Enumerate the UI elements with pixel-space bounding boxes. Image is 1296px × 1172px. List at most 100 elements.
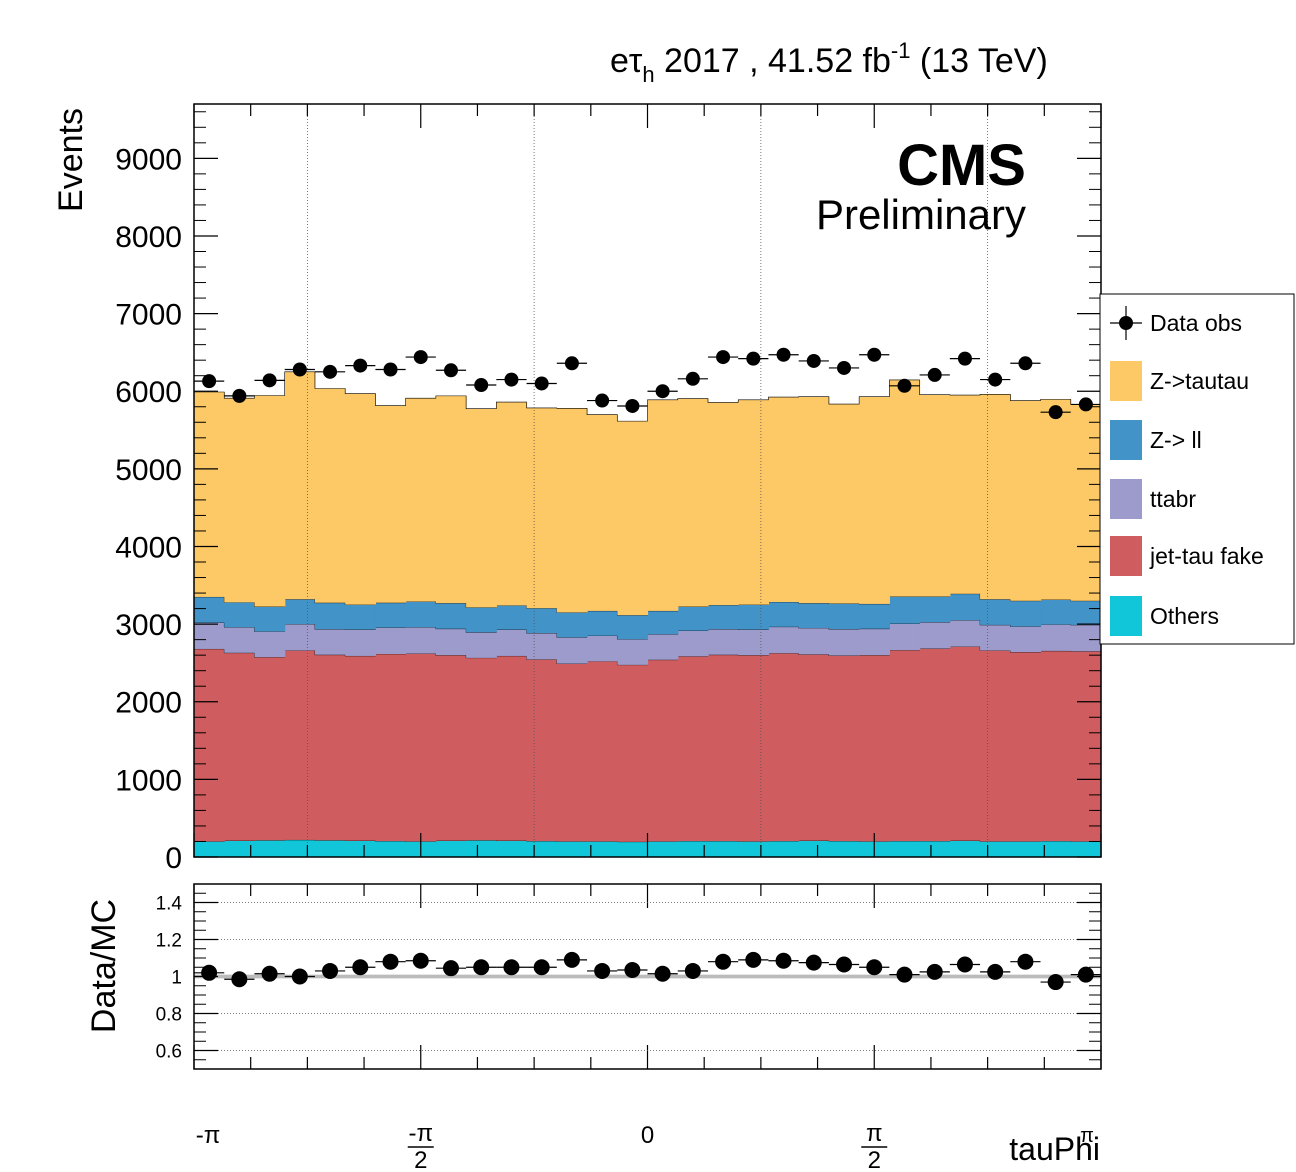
stack-bar <box>1010 841 1042 857</box>
stack-bar <box>435 628 467 656</box>
stack-bar <box>556 663 588 842</box>
stack-bar <box>496 402 528 606</box>
stack-bar <box>919 596 951 623</box>
stack-bar <box>587 841 618 857</box>
stack-bar <box>647 610 679 635</box>
stack-bar <box>224 602 256 628</box>
stack-bar <box>375 602 407 628</box>
ratio-point <box>352 959 369 976</box>
stack-bar <box>647 659 679 842</box>
stack-bar <box>375 627 407 655</box>
ratio-y-tick-label: 1.2 <box>156 931 182 952</box>
stack-bar <box>194 622 225 649</box>
stack-bar <box>224 840 256 857</box>
stack-bar <box>617 639 649 665</box>
stack-bar <box>284 650 316 840</box>
data-point <box>625 398 640 413</box>
figure-title: eτh 2017 , 41.52 fb-1 (13 TeV) <box>610 38 1048 87</box>
stack-bar <box>798 654 830 841</box>
stack-bar <box>828 404 860 604</box>
stack-bar <box>556 612 588 638</box>
stack-bar <box>314 388 346 603</box>
stack-bar <box>345 840 376 857</box>
ratio-point <box>382 953 399 970</box>
stack-bar <box>405 398 437 602</box>
stack-bar <box>224 652 256 841</box>
stack-bar <box>194 392 225 597</box>
stack-bar <box>768 841 800 857</box>
vertical-grid <box>306 104 989 857</box>
stack-bar <box>284 371 316 600</box>
stack-bar <box>1070 841 1102 857</box>
stack-bar <box>375 405 407 603</box>
stack-bar <box>435 655 467 841</box>
y-tick-label: 5000 <box>115 454 182 487</box>
stack-bar <box>828 629 860 656</box>
stack-bar <box>828 841 860 857</box>
ratio-point <box>322 962 339 979</box>
stack-bar <box>707 654 739 842</box>
legend-label: ttabr <box>1150 486 1196 512</box>
ratio-frame <box>193 883 1102 1070</box>
stack-bar <box>466 408 497 608</box>
stack-bar <box>194 596 225 623</box>
ratio-point <box>1077 966 1094 983</box>
stack-bar <box>980 624 1011 651</box>
stack-bar <box>980 650 1011 842</box>
stack-bar <box>798 627 830 655</box>
stack-bar <box>587 414 618 611</box>
legend-box <box>1099 293 1295 645</box>
data-point <box>595 393 610 408</box>
stack-bar <box>224 398 256 603</box>
ratio-point <box>201 964 218 981</box>
legend-marker <box>1119 316 1133 330</box>
stack-bar <box>677 841 709 857</box>
ratio-point <box>926 963 943 980</box>
legend-label: Others <box>1150 603 1219 629</box>
stack-bar <box>1040 624 1072 651</box>
legend-swatch <box>1110 361 1142 401</box>
ratio-point <box>715 953 732 970</box>
stack-bar <box>647 399 679 611</box>
ratio-point <box>684 962 701 979</box>
y-tick-label: 4000 <box>115 531 182 564</box>
stack-bar <box>677 606 709 631</box>
stack-bar <box>617 664 649 842</box>
x-tick-labels: -π -π20 π2π <box>196 1120 1094 1172</box>
ratio-point <box>745 951 762 968</box>
ratio-point <box>533 959 550 976</box>
stack-bar <box>889 650 921 842</box>
data-point <box>323 364 338 379</box>
data-point <box>988 372 1003 387</box>
y-tick-label: 3000 <box>115 609 182 642</box>
legend: Data obs Z->tautau Z-> ll ttabr jet-tau fake… <box>1099 293 1295 645</box>
stack-bar <box>1010 400 1042 601</box>
stack-bar <box>859 655 890 842</box>
stack-bar <box>526 841 558 857</box>
stack-bar <box>1010 652 1042 842</box>
stack-bar <box>738 399 770 605</box>
stack-bar <box>314 602 346 630</box>
stack-bar <box>980 841 1011 857</box>
stack-bar <box>1040 650 1072 842</box>
x-tick-label: 0 <box>641 1122 654 1149</box>
ratio-point <box>805 954 822 971</box>
stack-bar <box>647 841 679 857</box>
stack-bar <box>980 394 1011 600</box>
stack-bar <box>405 627 437 654</box>
ratio-point <box>261 965 278 982</box>
stack-bar <box>587 661 618 842</box>
y-tick-label: 8000 <box>115 221 182 254</box>
ratio-point <box>594 962 611 979</box>
stack-bar <box>738 841 770 857</box>
data-point <box>232 388 247 403</box>
ratio-point <box>563 951 580 968</box>
stack-bar <box>798 603 830 628</box>
data-point <box>474 378 489 393</box>
stack-bar <box>1070 600 1102 625</box>
stack-bar <box>496 655 528 841</box>
x-tick-label: -π <box>196 1122 221 1149</box>
stack-bar <box>859 628 890 656</box>
legend-label: Z-> ll <box>1150 427 1202 453</box>
